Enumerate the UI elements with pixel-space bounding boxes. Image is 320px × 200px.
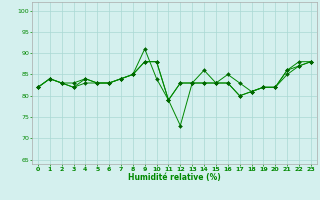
X-axis label: Humidité relative (%): Humidité relative (%) [128,173,221,182]
